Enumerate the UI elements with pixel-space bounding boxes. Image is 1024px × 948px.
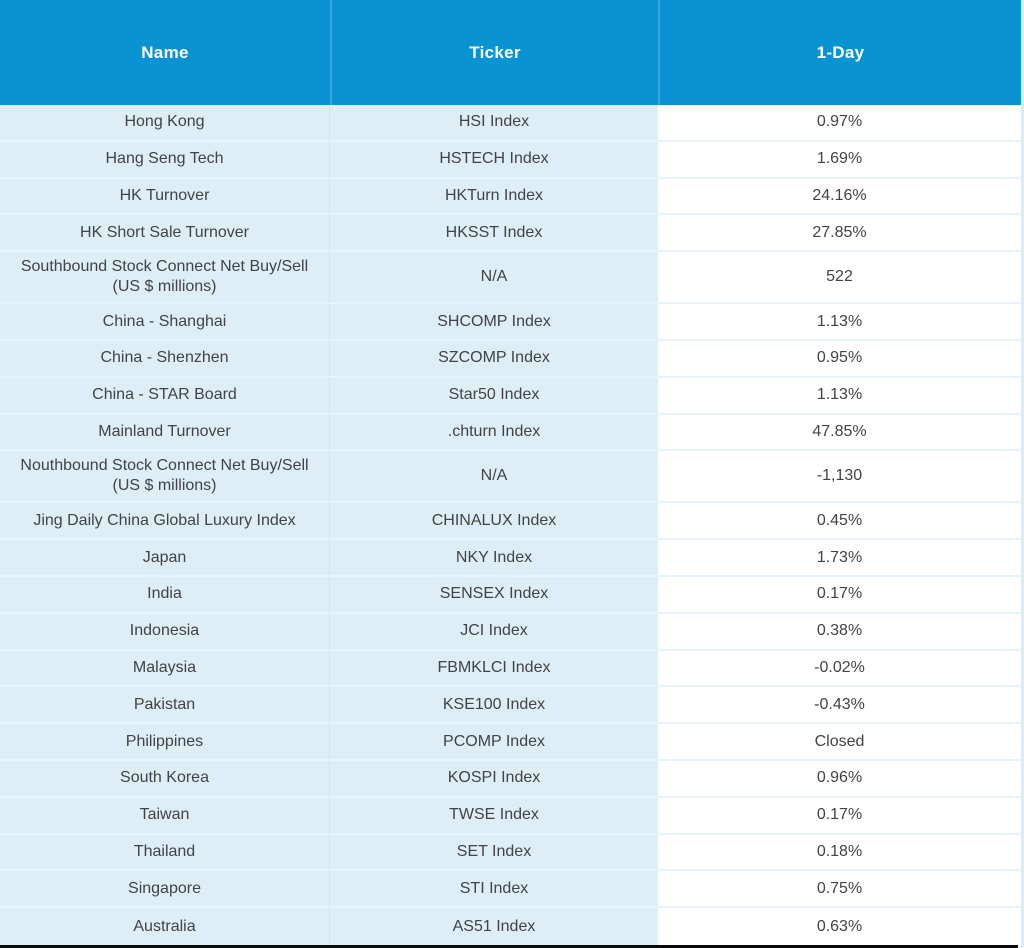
one-day-value-cell: 24.16% [658, 178, 1021, 214]
one-day-value-cell: 0.97% [658, 105, 1021, 140]
market-name-cell: HK Short Sale Turnover [0, 215, 330, 251]
one-day-value-cell: 1.73% [658, 540, 1021, 575]
ticker-cell: Star50 Index [330, 377, 658, 413]
market-name-cell: Hang Seng Tech [0, 141, 330, 177]
one-day-value-cell: 522 [658, 252, 1021, 303]
table-row: Taiwan TWSE Index 0.17% [0, 797, 1021, 835]
table-bottom-border [0, 944, 1018, 948]
table-row: Nouthbound Stock Connect Net Buy/Sell (U… [0, 451, 1021, 504]
table-row: Singapore STI Index 0.75% [0, 871, 1021, 909]
table-row: Thailand SET Index 0.18% [0, 834, 1021, 872]
ticker-cell: STI Index [330, 871, 658, 907]
table-row: Jing Daily China Global Luxury Index CHI… [0, 503, 1021, 541]
one-day-value-cell: 0.96% [658, 760, 1021, 796]
market-name-cell: Japan [0, 540, 330, 575]
ticker-cell: N/A [330, 451, 658, 502]
table-row: China - STAR Board Star50 Index 1.13% [0, 377, 1021, 415]
table-row: China - Shanghai SHCOMP Index 1.13% [0, 304, 1021, 341]
table-row: HK Turnover HKTurn Index 24.16% [0, 178, 1021, 216]
ticker-cell: HKTurn Index [330, 178, 658, 214]
table-body: Hong Kong HSI Index 0.97% Hang Seng Tech… [0, 105, 1021, 945]
market-name-cell: Philippines [0, 724, 330, 759]
market-name-cell: Nouthbound Stock Connect Net Buy/Sell (U… [0, 451, 330, 502]
one-day-value-cell: 0.17% [658, 576, 1021, 612]
table-row: Hong Kong HSI Index 0.97% [0, 105, 1021, 142]
table-row: HK Short Sale Turnover HKSST Index 27.85… [0, 215, 1021, 253]
market-name-cell: Pakistan [0, 687, 330, 723]
table-row: South Korea KOSPI Index 0.96% [0, 760, 1021, 798]
one-day-value-cell: -0.43% [658, 687, 1021, 723]
table-row: Indonesia JCI Index 0.38% [0, 613, 1021, 651]
ticker-cell: PCOMP Index [330, 724, 658, 759]
ticker-cell: SZCOMP Index [330, 340, 658, 376]
column-header-ticker: Ticker [330, 0, 658, 105]
one-day-value-cell: 1.69% [658, 141, 1021, 177]
market-name-cell: Jing Daily China Global Luxury Index [0, 503, 330, 539]
column-header-1day: 1-Day [658, 0, 1021, 105]
market-name-cell: China - Shanghai [0, 304, 330, 339]
ticker-cell: SET Index [330, 834, 658, 870]
table-row: Southbound Stock Connect Net Buy/Sell (U… [0, 252, 1021, 305]
ticker-cell: .chturn Index [330, 414, 658, 450]
table-row: China - Shenzhen SZCOMP Index 0.95% [0, 340, 1021, 378]
table-row: Australia AS51 Index 0.63% [0, 908, 1021, 945]
ticker-cell: SENSEX Index [330, 576, 658, 612]
table-row: India SENSEX Index 0.17% [0, 576, 1021, 614]
one-day-value-cell: 0.17% [658, 797, 1021, 833]
one-day-value-cell: 1.13% [658, 377, 1021, 413]
ticker-cell: CHINALUX Index [330, 503, 658, 539]
market-name-cell: Hong Kong [0, 105, 330, 140]
one-day-value-cell: 27.85% [658, 215, 1021, 251]
ticker-cell: TWSE Index [330, 797, 658, 833]
market-name-cell: Australia [0, 908, 330, 945]
one-day-value-cell: Closed [658, 724, 1021, 759]
table-row: Mainland Turnover .chturn Index 47.85% [0, 414, 1021, 452]
market-name-cell: China - STAR Board [0, 377, 330, 413]
table-header-row: Name Ticker 1-Day [0, 0, 1021, 105]
ticker-cell: HSTECH Index [330, 141, 658, 177]
ticker-cell: N/A [330, 252, 658, 303]
ticker-cell: KOSPI Index [330, 760, 658, 796]
ticker-cell: HSI Index [330, 105, 658, 140]
table-row: Pakistan KSE100 Index -0.43% [0, 687, 1021, 725]
market-name-cell: China - Shenzhen [0, 340, 330, 376]
one-day-value-cell: 0.63% [658, 908, 1021, 945]
ticker-cell: NKY Index [330, 540, 658, 575]
market-name-cell: Thailand [0, 834, 330, 870]
market-name-cell: India [0, 576, 330, 612]
ticker-cell: AS51 Index [330, 908, 658, 945]
ticker-cell: HKSST Index [330, 215, 658, 251]
market-name-cell: Indonesia [0, 613, 330, 649]
one-day-value-cell: 0.18% [658, 834, 1021, 870]
ticker-cell: KSE100 Index [330, 687, 658, 723]
one-day-value-cell: 0.45% [658, 503, 1021, 539]
one-day-value-cell: 0.95% [658, 340, 1021, 376]
market-name-cell: Southbound Stock Connect Net Buy/Sell (U… [0, 252, 330, 303]
market-name-cell: Taiwan [0, 797, 330, 833]
ticker-cell: FBMKLCI Index [330, 650, 658, 686]
market-name-cell: HK Turnover [0, 178, 330, 214]
one-day-value-cell: -0.02% [658, 650, 1021, 686]
one-day-value-cell: 0.75% [658, 871, 1021, 907]
one-day-value-cell: 1.13% [658, 304, 1021, 339]
ticker-cell: JCI Index [330, 613, 658, 649]
table-row: Philippines PCOMP Index Closed [0, 724, 1021, 761]
column-header-name: Name [141, 42, 189, 62]
market-name-cell: South Korea [0, 760, 330, 796]
table-row: Malaysia FBMKLCI Index -0.02% [0, 650, 1021, 688]
market-name-cell: Mainland Turnover [0, 414, 330, 450]
one-day-value-cell: -1,130 [658, 451, 1021, 502]
market-name-cell: Singapore [0, 871, 330, 907]
one-day-value-cell: 47.85% [658, 414, 1021, 450]
table-row: Japan NKY Index 1.73% [0, 540, 1021, 577]
table-row: Hang Seng Tech HSTECH Index 1.69% [0, 141, 1021, 179]
ticker-cell: SHCOMP Index [330, 304, 658, 339]
market-name-cell: Malaysia [0, 650, 330, 686]
one-day-value-cell: 0.38% [658, 613, 1021, 649]
